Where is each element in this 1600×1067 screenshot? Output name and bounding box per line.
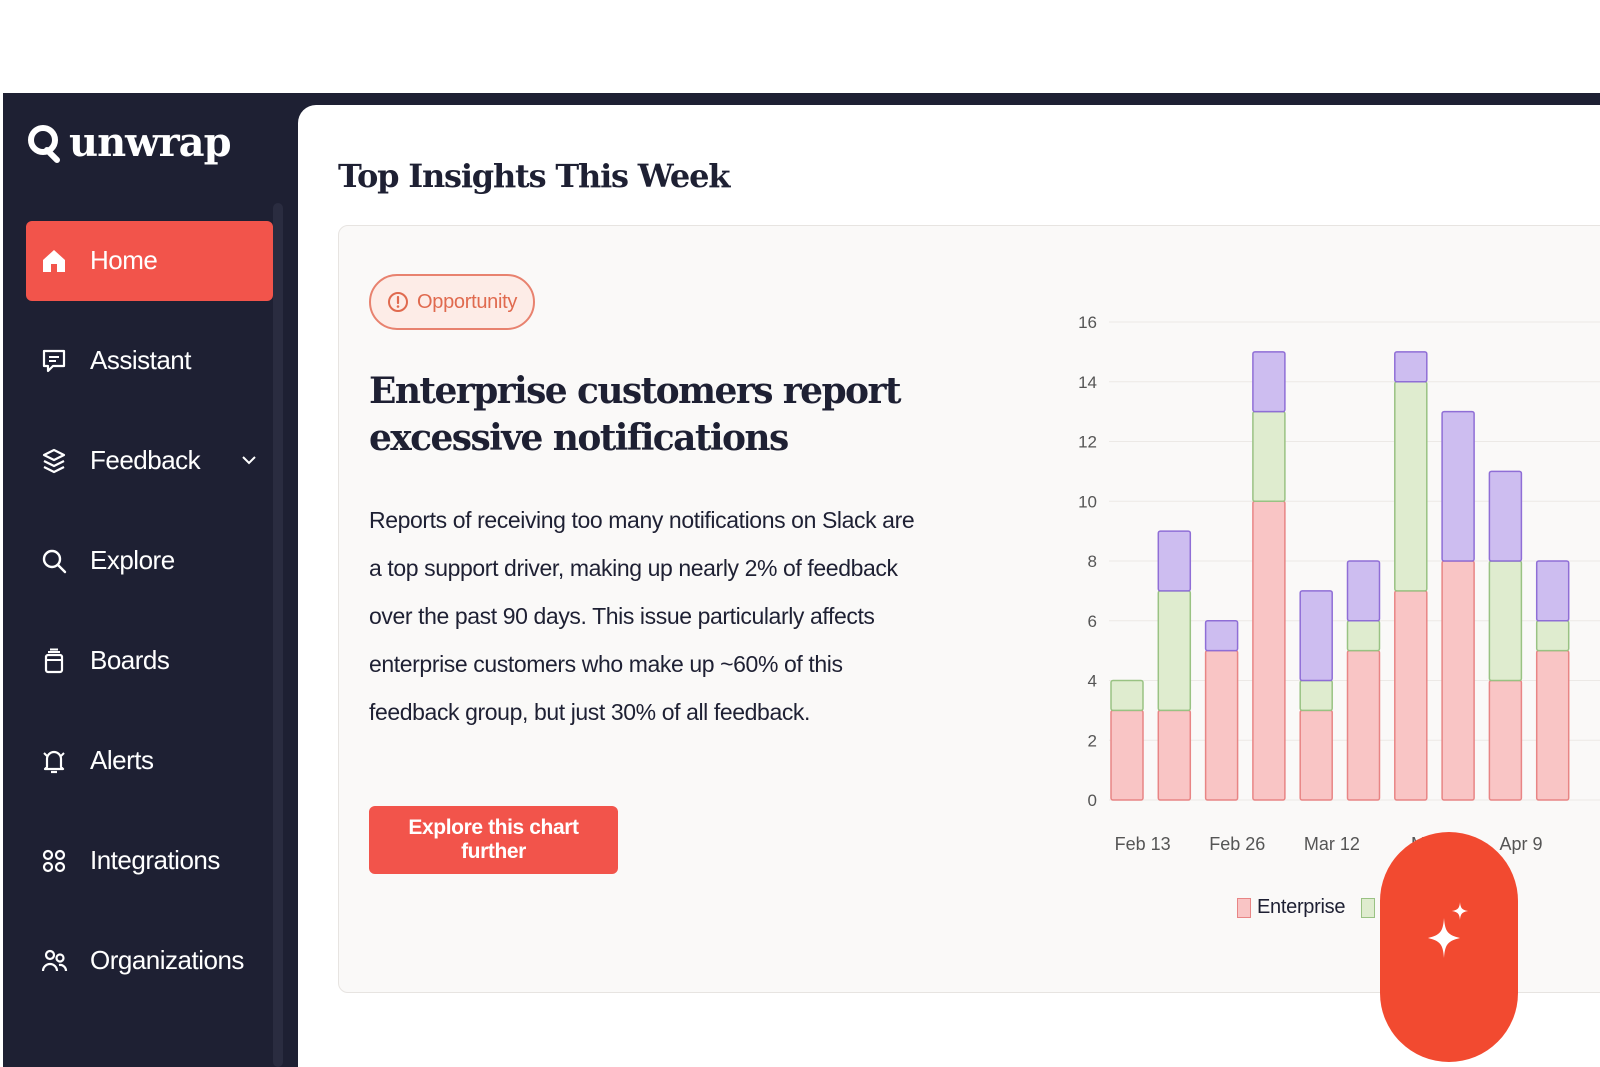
search-icon	[40, 547, 68, 575]
bar-segment	[1204, 620, 1239, 652]
legend-item-series-2[interactable]	[1361, 897, 1381, 918]
bar-segment	[1394, 590, 1428, 801]
sidebar-item-assistant[interactable]: Assistant	[26, 321, 273, 401]
app-window: unwrap Home Assistant Feedback	[3, 93, 1600, 1067]
bar-segment	[1535, 620, 1570, 652]
insight-description: Reports of receiving too many notificati…	[369, 507, 915, 725]
bar-segment	[1488, 679, 1523, 801]
sidebar-nav: Home Assistant Feedback	[26, 221, 273, 1021]
sidebar-item-label: Assistant	[90, 345, 192, 375]
grid-icon	[40, 847, 68, 875]
sidebar-item-home[interactable]: Home	[26, 221, 273, 301]
sidebar-item-label: Boards	[90, 645, 170, 675]
bar-segment	[1535, 560, 1570, 622]
bar-segment	[1204, 649, 1239, 801]
sidebar-item-boards[interactable]: Boards	[26, 621, 273, 701]
sidebar-item-label: Feedback	[90, 445, 201, 475]
bar-segment	[1157, 530, 1192, 592]
sidebar-item-label: Explore	[90, 545, 175, 575]
page-title: Top Insights This Week	[338, 157, 730, 195]
home-icon	[40, 247, 68, 275]
sidebar-scrollbar[interactable]	[273, 203, 283, 1067]
opportunity-badge: Opportunity	[369, 274, 536, 330]
sidebar-item-alerts[interactable]: Alerts	[26, 721, 273, 801]
sidebar-item-label: Home	[90, 245, 158, 275]
y-tick-label: 4	[1088, 672, 1097, 691]
sidebar-item-label: Organizations	[90, 945, 244, 975]
x-tick-label: Mar 12	[1304, 834, 1360, 854]
alert-circle-icon	[387, 291, 409, 313]
y-tick-label: 8	[1088, 552, 1097, 571]
bar-segment	[1252, 500, 1286, 801]
chevron-down-icon[interactable]	[239, 450, 259, 470]
bar-segment	[1488, 560, 1523, 682]
sidebar-item-integrations[interactable]: Integrations	[26, 821, 273, 901]
sidebar-item-label: Alerts	[90, 745, 154, 775]
bar-segment	[1535, 649, 1570, 801]
y-tick-label: 6	[1088, 612, 1097, 631]
bar-segment	[1299, 679, 1333, 712]
legend-item-enterprise[interactable]: Enterprise	[1237, 896, 1345, 919]
brand-logo[interactable]: unwrap	[27, 119, 232, 166]
legend-swatch	[1361, 897, 1376, 918]
bar-segment	[1299, 709, 1333, 801]
bar-segment	[1346, 620, 1381, 652]
bar-segment	[1299, 590, 1333, 682]
x-tick-label: Apr 9	[1500, 834, 1543, 854]
y-tick-label: 2	[1088, 731, 1097, 750]
bar-segment	[1441, 560, 1475, 801]
boards-icon	[40, 647, 68, 675]
y-tick-label: 10	[1078, 492, 1097, 511]
bar-segment	[1110, 679, 1144, 712]
bell-icon	[40, 747, 68, 775]
unwrap-logo-icon	[27, 123, 61, 163]
bar-segment	[1488, 470, 1523, 562]
x-tick-label: Feb 26	[1209, 834, 1265, 854]
legend-label: Enterprise	[1257, 896, 1346, 918]
bar-segment	[1441, 410, 1475, 562]
bar-segment	[1394, 381, 1428, 592]
bar-segment	[1394, 351, 1428, 383]
bar-segment	[1346, 649, 1381, 801]
bar-segment	[1157, 590, 1192, 712]
sidebar-item-feedback[interactable]: Feedback	[26, 421, 273, 501]
bar-segment	[1110, 709, 1144, 801]
bar-segment	[1157, 709, 1192, 801]
sidebar-item-label: Integrations	[90, 845, 220, 875]
y-tick-label: 16	[1078, 313, 1097, 332]
x-tick-label: Feb 13	[1115, 834, 1171, 854]
sidebar: unwrap Home Assistant Feedback	[3, 93, 297, 1067]
sidebar-item-explore[interactable]: Explore	[26, 521, 273, 601]
chat-icon	[40, 347, 68, 375]
legend-swatch	[1237, 897, 1251, 918]
ai-assistant-fab[interactable]	[1380, 832, 1518, 1062]
y-tick-label: 14	[1078, 373, 1097, 392]
chart-legend: Enterprise	[1237, 896, 1397, 919]
bar-segment	[1252, 351, 1286, 413]
layers-icon	[40, 447, 68, 475]
brand-name: unwrap	[69, 119, 232, 166]
insight-title: Enterprise customers report excessive no…	[369, 370, 901, 459]
badge-label: Opportunity	[417, 290, 518, 313]
y-tick-label: 0	[1088, 791, 1097, 810]
sparkle-icon	[1424, 900, 1474, 1062]
bar-segment	[1346, 560, 1381, 622]
bar-segment	[1252, 410, 1286, 502]
y-tick-label: 12	[1078, 433, 1097, 452]
explore-chart-button[interactable]: Explore this chart further	[369, 806, 618, 874]
sidebar-item-organizations[interactable]: Organizations	[26, 921, 273, 1001]
users-icon	[40, 947, 68, 975]
